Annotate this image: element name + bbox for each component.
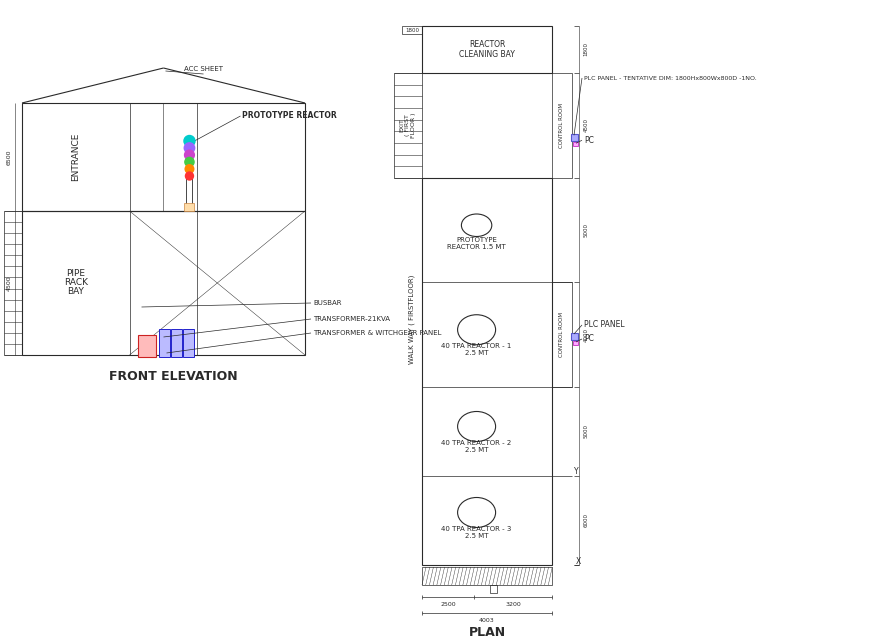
Text: PLC PANEL: PLC PANEL: [583, 320, 624, 329]
Text: 4000: 4000: [583, 328, 587, 341]
Text: PLC PANEL - TENTATIVE DIM: 1800Hx800Wx800D -1NO.: PLC PANEL - TENTATIVE DIM: 1800Hx800Wx80…: [583, 75, 756, 80]
Text: 4500: 4500: [6, 275, 11, 291]
Text: BUSBAR: BUSBAR: [313, 300, 342, 306]
Bar: [170, 329, 182, 357]
Text: FRONT ELEVATION: FRONT ELEVATION: [109, 370, 237, 383]
Bar: [137, 335, 156, 357]
Bar: [22, 103, 305, 211]
Text: 40 TPA REACTOR - 3
2.5 MT: 40 TPA REACTOR - 3 2.5 MT: [441, 526, 511, 539]
Bar: [22, 211, 305, 355]
Bar: [570, 333, 577, 340]
Text: RACK: RACK: [63, 278, 88, 287]
Bar: [551, 282, 571, 387]
Bar: [570, 134, 577, 141]
Text: CONTROL ROOM: CONTROL ROOM: [559, 312, 564, 358]
Bar: [158, 329, 169, 357]
Text: PC: PC: [583, 334, 594, 343]
Text: ENTRANCE: ENTRANCE: [71, 133, 80, 181]
Bar: [551, 73, 571, 178]
Circle shape: [184, 158, 194, 167]
Text: EXIT
( FIRST
FLOOR ): EXIT ( FIRST FLOOR ): [399, 113, 416, 138]
Text: Y: Y: [574, 467, 578, 476]
Text: 5000: 5000: [583, 424, 587, 439]
Bar: [573, 142, 577, 146]
Text: PROTOTYPE
REACTOR 1.5 MT: PROTOTYPE REACTOR 1.5 MT: [447, 237, 506, 249]
Text: 2500: 2500: [440, 601, 455, 606]
Text: WALK WAY ( FIRSTFLOOR): WALK WAY ( FIRSTFLOOR): [408, 275, 415, 364]
Bar: [573, 341, 577, 345]
Text: 1800: 1800: [583, 42, 587, 57]
Text: 3200: 3200: [505, 601, 521, 606]
Text: PROTOTYPE REACTOR: PROTOTYPE REACTOR: [242, 111, 337, 120]
Text: 6500: 6500: [6, 149, 11, 165]
Bar: [182, 329, 193, 357]
Text: CONTROL ROOM: CONTROL ROOM: [559, 103, 564, 148]
Bar: [394, 73, 421, 178]
Text: X: X: [575, 557, 580, 566]
Text: BAY: BAY: [67, 287, 84, 296]
Text: TRANSFORMER & WITCHGEAR PANEL: TRANSFORMER & WITCHGEAR PANEL: [313, 330, 441, 336]
Circle shape: [185, 172, 193, 180]
Text: 4003: 4003: [479, 617, 494, 622]
Circle shape: [184, 143, 195, 153]
Bar: [401, 26, 421, 34]
Bar: [421, 178, 551, 565]
Text: 40 TPA REACTOR - 2
2.5 MT: 40 TPA REACTOR - 2 2.5 MT: [441, 440, 511, 453]
Circle shape: [185, 165, 194, 174]
Circle shape: [184, 150, 194, 160]
Text: PIPE: PIPE: [66, 269, 85, 278]
Text: TRANSFORMER-21KVA: TRANSFORMER-21KVA: [313, 316, 389, 322]
Bar: [490, 585, 497, 593]
Text: 40 TPA REACTOR - 1
2.5 MT: 40 TPA REACTOR - 1 2.5 MT: [441, 343, 511, 356]
Text: 6000: 6000: [583, 514, 587, 527]
Text: ACC SHEET: ACC SHEET: [183, 66, 222, 72]
Text: PC: PC: [583, 136, 594, 145]
Circle shape: [183, 136, 195, 147]
Text: 1800: 1800: [405, 28, 419, 33]
Bar: [184, 203, 195, 211]
Text: PLAN: PLAN: [468, 626, 505, 640]
Bar: [421, 567, 551, 585]
Text: 5000: 5000: [583, 223, 587, 237]
Text: 4500: 4500: [583, 118, 587, 132]
Text: REACTOR
CLEANING BAY: REACTOR CLEANING BAY: [459, 40, 514, 59]
Bar: [421, 26, 551, 73]
